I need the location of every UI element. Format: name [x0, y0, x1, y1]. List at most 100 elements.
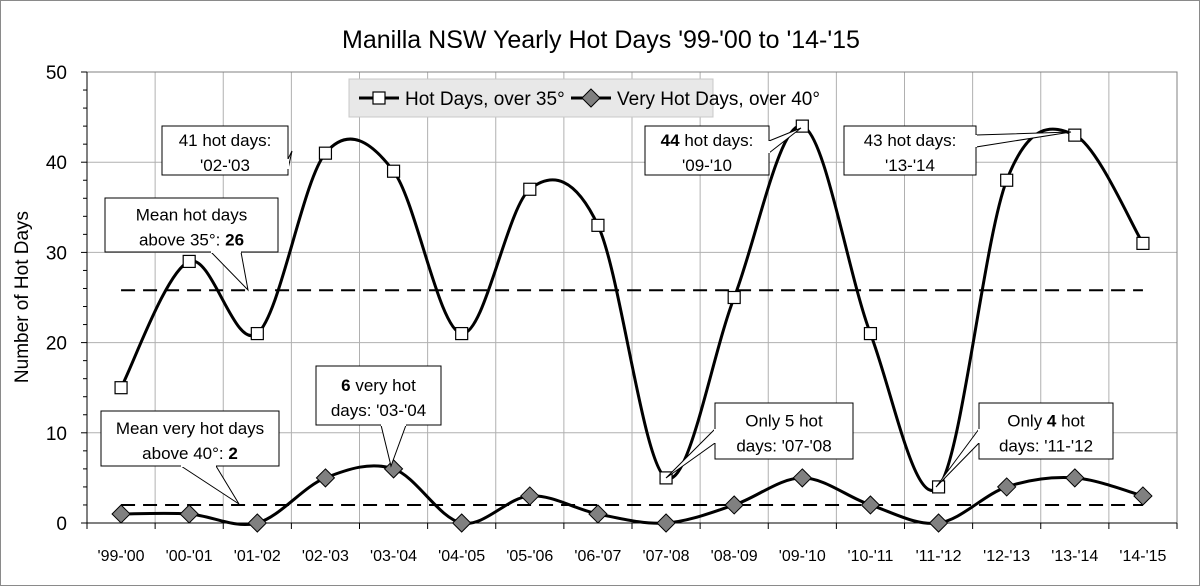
series-line [119, 124, 1145, 492]
x-tick-label: '10-'11 [848, 548, 894, 565]
data-point [111, 504, 131, 524]
callout-text: Mean hot days [136, 206, 248, 225]
callout-text: 44 hot days: [661, 131, 754, 150]
callout-text-segment: 41 hot days: [179, 131, 272, 150]
series-line [121, 464, 1144, 526]
callout-text: '13-'14 [885, 156, 935, 175]
x-tick-label: '99-'00 [98, 548, 145, 565]
legend: Hot Days, over 35° Very Hot Days, over 40… [348, 78, 820, 118]
legend-square-marker-icon [372, 91, 386, 105]
data-point [863, 326, 878, 341]
data-point [383, 459, 404, 479]
data-point [182, 254, 196, 269]
callout-box [843, 125, 977, 176]
callout-text-segment: above 35°: [139, 231, 225, 250]
y-tick-label: 30 [46, 243, 67, 264]
callout-text-segment: very hot [351, 376, 416, 395]
x-tick-label: '05-'06 [506, 548, 553, 565]
data-point [727, 290, 741, 305]
callout-text-segment: Only [1007, 412, 1047, 431]
callout-text: 43 hot days: [864, 131, 957, 150]
callout-pointer [768, 127, 802, 155]
data-point [860, 495, 881, 515]
callout-box [978, 402, 1114, 460]
data-point [1000, 173, 1014, 187]
data-point [451, 513, 472, 533]
callout-box [161, 125, 289, 176]
data-point [928, 513, 949, 533]
data-point [247, 513, 268, 533]
data-point [588, 504, 608, 524]
annotation-mean-hot: Mean hot days above 35°: 26 [104, 197, 279, 292]
callout-text-segment: hot [1056, 412, 1085, 431]
annotation-5: Only 5 hot days: '07-'08 [665, 402, 854, 479]
callout-text-segment: '13-'14 [885, 156, 935, 175]
callout-pointer [975, 131, 1072, 148]
data-point [523, 182, 537, 196]
data-point [386, 164, 401, 178]
callout-text-segment: '02-'03 [200, 156, 250, 175]
y-tick-label: 0 [56, 514, 67, 535]
data-point [1133, 486, 1153, 506]
data-point [931, 480, 946, 494]
legend-label: Hot Days, over 35° [405, 89, 565, 110]
data-point [1136, 236, 1150, 250]
callout-text: 41 hot days: [179, 131, 272, 150]
callout-text-segment: hot days: [680, 131, 754, 150]
annotation-mean-very-hot: Mean very hot days above 40°: 2 [100, 410, 280, 505]
data-point [455, 326, 469, 341]
callout-text: Only 5 hot [745, 412, 823, 431]
callout-text: '02-'03 [200, 156, 250, 175]
data-point [318, 146, 333, 160]
callout-pointer [209, 251, 249, 292]
x-tick-label: '01-'02 [234, 548, 281, 565]
series-very-hot-days [111, 459, 1153, 533]
data-point [520, 486, 540, 506]
callout-text: '09-'10 [682, 156, 732, 175]
callout-text-segment: days: '03-'04 [331, 401, 426, 420]
callout-bold-value: 2 [228, 444, 237, 463]
callout-bold-value: 6 [341, 376, 350, 395]
legend-diamond-marker-icon [581, 88, 601, 108]
callout-text-segment: Mean very hot days [116, 419, 264, 438]
y-tick-label: 50 [46, 63, 67, 84]
series-hot-days [114, 119, 1150, 494]
data-point [114, 381, 128, 395]
x-tick-label: '00-'01 [166, 548, 213, 565]
legend-label: Very Hot Days, over 40° [617, 89, 820, 110]
data-point [724, 495, 744, 515]
y-tick-label: 10 [46, 424, 67, 445]
data-point [1068, 128, 1082, 142]
callout-bold-value: 44 [661, 131, 680, 150]
annotation-43: 43 hot days: '13-'14 [843, 125, 1072, 176]
data-point [250, 326, 264, 341]
callout-pointer [179, 465, 240, 505]
annotation-41: 41 hot days: '02-'03 [161, 125, 293, 176]
callout-box [104, 197, 279, 253]
x-tick-label: '09-'10 [779, 548, 826, 565]
y-axis-label: Number of Hot Days [12, 211, 33, 383]
x-tick-label: '08-'09 [711, 548, 758, 565]
chart-title: Manilla NSW Yearly Hot Days '99-'00 to '… [342, 26, 860, 54]
callout-text: above 40°: 2 [142, 444, 238, 463]
callout-text: days: '03-'04 [331, 401, 426, 420]
data-point [1065, 468, 1085, 488]
callout-text: Only 4 hot [1007, 412, 1085, 431]
y-tick-label: 40 [46, 153, 67, 174]
x-tick-label: '11-'12 [916, 548, 962, 565]
x-tick-label: '07-'08 [643, 548, 690, 565]
x-tick-label: '04-'05 [438, 548, 485, 565]
callout-text-segment: days: '11-'12 [999, 437, 1093, 456]
data-point [179, 504, 199, 524]
data-point [591, 218, 605, 232]
x-tick-label: '13-'14 [1051, 548, 1098, 565]
callout-text: Mean very hot days [116, 419, 264, 438]
x-tick-label: '02-'03 [302, 548, 349, 565]
callout-text-segment: Mean hot days [136, 206, 248, 225]
callout-text-segment: '09-'10 [682, 156, 732, 175]
data-point [315, 468, 336, 488]
x-tick-label: '03-'04 [370, 548, 417, 565]
legend-box [348, 78, 714, 118]
